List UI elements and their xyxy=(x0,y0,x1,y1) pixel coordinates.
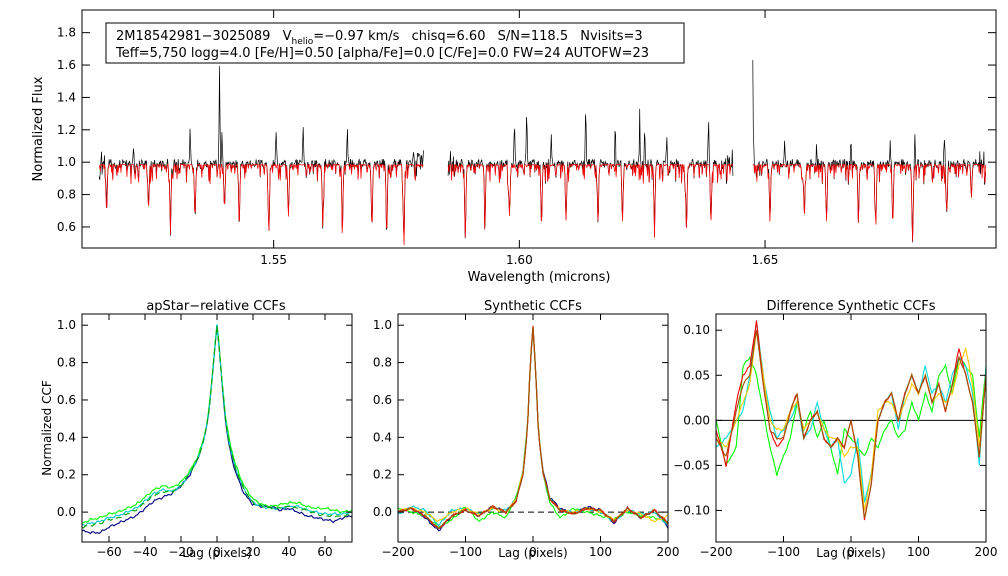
x-tick-label: 200 xyxy=(975,545,998,559)
x-tick-label: −200 xyxy=(382,545,415,559)
x-tick-label: 200 xyxy=(657,545,680,559)
x-tick-label: −20 xyxy=(168,545,193,559)
y-tick-label: 0.6 xyxy=(373,393,392,407)
y-tick-label: 1.6 xyxy=(57,58,76,72)
series-visit-1-line xyxy=(398,328,668,529)
synthetic-xlabel: Lag (pixels) xyxy=(498,546,568,560)
difference-ccf-panel: Difference Synthetic CCFs −200 −100 0 100 20… xyxy=(673,299,997,560)
difference-axes-box xyxy=(715,313,987,543)
legend-v-symbol: V xyxy=(283,29,292,44)
synthetic-plot-area xyxy=(398,325,668,532)
y-tick-label: −0.05 xyxy=(673,458,710,472)
x-tick-label: 1.60 xyxy=(506,253,533,267)
x-tick-label: −200 xyxy=(700,545,733,559)
y-tick-label: 0.8 xyxy=(373,356,392,370)
x-tick-label: 20 xyxy=(245,545,260,559)
y-tick-label: 0.6 xyxy=(57,220,76,234)
difference-ccf-title: Difference Synthetic CCFs xyxy=(766,299,935,314)
series-visit-1-line xyxy=(82,325,352,524)
x-tick-label: −40 xyxy=(132,545,157,559)
apstar-plot-area xyxy=(82,324,352,535)
legend-line-1: 2M18542981−3025089 Vhelio=−0.97 km/s chi… xyxy=(116,29,643,47)
y-tick-label: 0.2 xyxy=(373,468,392,482)
y-tick-label: 0.0 xyxy=(57,505,76,519)
y-tick-label: 0.0 xyxy=(373,505,392,519)
x-tick-label: 40 xyxy=(281,545,296,559)
series-visit-2-line xyxy=(398,326,668,527)
x-tick-label: 1.55 xyxy=(260,253,287,267)
synthetic-ccf-panel: Synthetic CCFs −200 −100 0 100 200 0.0 0.2 0.4 0… xyxy=(373,299,680,560)
series-visit-1-line xyxy=(716,356,986,476)
spectrum-panel: 1.55 1.60 1.65 0.6 0.8 1.0 1.2 1.4 1.6 1.8 Wavele… xyxy=(31,9,997,285)
y-tick-label: 1.8 xyxy=(57,26,76,40)
y-tick-label: 1.4 xyxy=(57,90,76,104)
difference-ticks: −200 −100 0 100 200 −0.10 −0.05 0.00 0.05 0.10 xyxy=(673,314,997,559)
x-tick-label: −100 xyxy=(767,545,800,559)
model-spectrum-chip-1 xyxy=(98,163,424,246)
spectrum-legend-box: 2M18542981−3025089 Vhelio=−0.97 km/s chi… xyxy=(105,22,685,64)
legend-nvisits: Nvisits=3 xyxy=(580,29,642,44)
apstar-ticks: −60 −40 −20 0 20 40 60 0.0 0.2 0.4 0.6 0.8 1.0 xyxy=(57,314,352,559)
x-tick-label: 100 xyxy=(589,545,612,559)
model-spectrum-chip-3 xyxy=(752,163,987,242)
model-spectrum-chip-2 xyxy=(447,163,734,238)
spectrum-xlabel: Wavelength (microns) xyxy=(468,270,611,285)
series-combined-line xyxy=(82,325,352,535)
y-tick-label: 0.05 xyxy=(683,368,710,382)
x-tick-label: −100 xyxy=(449,545,482,559)
y-tick-label: 1.2 xyxy=(57,123,76,137)
spectrum-plot-area xyxy=(98,60,987,246)
observed-spectrum-chip-3 xyxy=(752,60,987,243)
observed-spectrum-chip-1 xyxy=(98,66,424,241)
y-tick-label: −0.10 xyxy=(673,503,710,517)
y-tick-label: 0.4 xyxy=(57,430,76,444)
y-tick-label: 0.2 xyxy=(57,468,76,482)
series-visit-2-line xyxy=(82,324,352,527)
spectrum-ylabel: Normalized Flux xyxy=(31,76,46,181)
legend-v-value: =−0.97 km/s xyxy=(313,29,399,44)
y-tick-label: 0.6 xyxy=(57,393,76,407)
y-tick-label: 1.0 xyxy=(57,318,76,332)
y-tick-label: 0.8 xyxy=(57,356,76,370)
series-combined-line xyxy=(398,328,668,532)
legend-star-id: 2M18542981−3025089 xyxy=(116,29,270,44)
x-tick-label: 1.65 xyxy=(752,253,779,267)
x-tick-label: 0 xyxy=(847,545,855,559)
apstar-ccf-panel: apStar−relative CCFs −60 −40 −20 0 20 40 60 0.0… xyxy=(40,299,353,560)
difference-xlabel: Lag (pixels) xyxy=(816,546,886,560)
series-model-mean--line xyxy=(398,327,668,529)
spectrum-axes-box xyxy=(81,9,997,249)
legend-sn: S/N=118.5 xyxy=(498,29,568,44)
synthetic-ticks: −200 −100 0 100 200 0.0 0.2 0.4 0.6 0.8 1.0 xyxy=(373,314,680,559)
apstar-ylabel: Normalized CCF xyxy=(40,380,54,476)
y-tick-label: 1.0 xyxy=(57,155,76,169)
apstar-ccf-title: apStar−relative CCFs xyxy=(146,299,286,314)
apstar-xlabel: Lag (pixels) xyxy=(182,546,252,560)
series-visit-3-line xyxy=(398,327,668,523)
series-model-line xyxy=(398,325,668,530)
legend-chisq: chisq=6.60 xyxy=(412,29,486,44)
observed-spectrum-chip-2 xyxy=(447,108,734,239)
x-tick-label: 60 xyxy=(317,545,332,559)
legend-v-sub: helio xyxy=(292,37,314,47)
y-tick-label: 0.10 xyxy=(683,323,710,337)
y-tick-label: 0.8 xyxy=(57,188,76,202)
x-tick-label: 0 xyxy=(213,545,221,559)
x-tick-label: 100 xyxy=(907,545,930,559)
series-visit-3-line xyxy=(82,325,352,529)
spectrum-ticks: 1.55 1.60 1.65 0.6 0.8 1.0 1.2 1.4 1.6 1.8 xyxy=(57,10,996,267)
series-model-mean--line xyxy=(716,329,986,519)
x-tick-label: 0 xyxy=(529,545,537,559)
y-tick-label: 0.4 xyxy=(373,430,392,444)
legend-frame xyxy=(105,22,685,64)
y-tick-label: 0.00 xyxy=(683,413,710,427)
difference-plot-area xyxy=(716,320,986,521)
y-tick-label: 1.0 xyxy=(373,318,392,332)
x-tick-label: −60 xyxy=(96,545,121,559)
legend-line-2: Teff=5,750 logg=4.0 [Fe/H]=0.50 [alpha/F… xyxy=(115,46,649,61)
synthetic-ccf-title: Synthetic CCFs xyxy=(484,299,582,314)
